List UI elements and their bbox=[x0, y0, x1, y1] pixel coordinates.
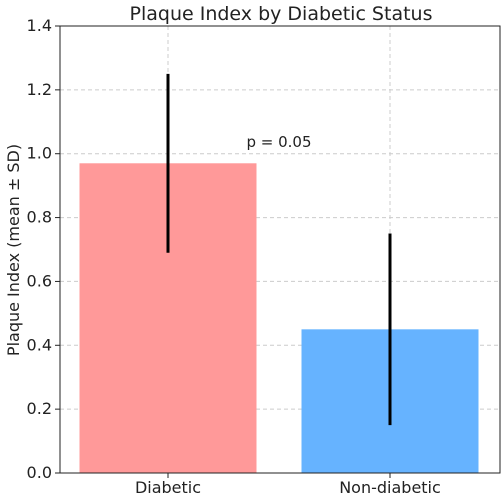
error-bars bbox=[166, 73, 392, 426]
p-value-annotation: p = 0.05 bbox=[246, 133, 311, 151]
bars bbox=[79, 163, 479, 474]
plot-frame bbox=[59, 25, 501, 474]
y-tick-label: 0.8 bbox=[27, 208, 52, 227]
y-tick-label: 0.2 bbox=[27, 399, 52, 418]
x-tick-labels: Diabetic Non-diabetic bbox=[135, 473, 441, 495]
chart-title: Plaque Index by Diabetic Status bbox=[130, 3, 433, 25]
x-tick-label: Non-diabetic bbox=[339, 478, 441, 495]
x-tick-label: Diabetic bbox=[135, 478, 201, 495]
y-tick-labels: 0.0 0.2 0.4 0.6 0.8 1.0 1.2 1.4 bbox=[27, 16, 60, 482]
y-tick-label: 0.0 bbox=[27, 463, 52, 482]
y-axis-label: Plaque Index (mean ± SD) bbox=[4, 144, 23, 356]
y-tick-label: 0.6 bbox=[27, 271, 52, 290]
y-tick-label: 1.0 bbox=[27, 144, 52, 163]
y-tick-label: 1.4 bbox=[27, 16, 52, 35]
y-tick-label: 1.2 bbox=[27, 80, 52, 99]
y-tick-label: 0.4 bbox=[27, 335, 52, 354]
